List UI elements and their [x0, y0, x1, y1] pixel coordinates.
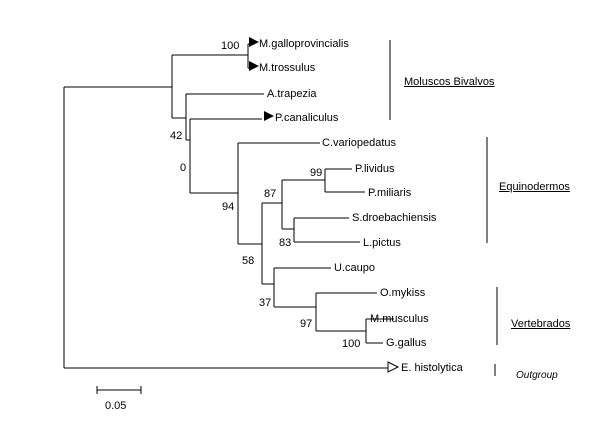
filled-triangle-marker-icon [249, 37, 259, 47]
filled-triangle-marker-icon [249, 61, 259, 71]
bootstrap-value: 42 [170, 130, 183, 142]
bootstrap-value: 58 [242, 255, 255, 267]
taxon-label-p-miliaris: P.miliaris [368, 187, 412, 199]
group-label-equinodermos: Equinodermos [499, 181, 570, 193]
taxon-label-m-galloprovincialis: M.galloprovincialis [259, 38, 349, 50]
open-triangle-marker-icon [387, 361, 400, 373]
taxon-label-p-lividus: P.lividus [355, 163, 395, 175]
taxon-label-m-musculus: M.musculus [370, 313, 429, 325]
bootstrap-value: 0 [180, 162, 187, 174]
bootstrap-value: 99 [310, 167, 323, 179]
bootstrap-value: 94 [222, 201, 235, 213]
tree-branches [63, 43, 394, 369]
bootstrap-value: 97 [300, 318, 313, 330]
scale-bar-label: 0.05 [105, 400, 127, 412]
taxon-label-a-trapezia: A.trapezia [267, 88, 317, 100]
filled-triangle-marker-icon [264, 111, 274, 121]
bootstrap-value: 87 [264, 188, 277, 200]
bootstrap-value: 100 [342, 338, 361, 350]
group-label-vertebrados: Vertebrados [511, 318, 571, 330]
group-label-moluscos-bivalvos: Moluscos Bivalvos [404, 76, 495, 88]
taxon-label-s-droebachiensis: S.droebachiensis [352, 212, 437, 224]
group-brackets [389, 40, 498, 376]
taxon-label-m-trossulus: M.trossulus [259, 62, 316, 74]
taxon-label-p-canaliculus: P.canaliculus [275, 112, 339, 124]
taxon-label-e-histolytica: E. histolytica [401, 362, 463, 374]
taxon-label-u-caupo: U.caupo [334, 262, 375, 274]
bootstrap-value: 100 [221, 40, 240, 52]
taxon-label-l-pictus: L.pictus [363, 237, 401, 249]
group-label-outgroup: Outgroup [516, 370, 558, 381]
bootstrap-value: 83 [279, 237, 292, 249]
taxon-label-c-variopedatus: C.variopedatus [322, 137, 396, 149]
bootstrap-value: 37 [259, 297, 272, 309]
taxon-label-g-gallus: G.gallus [386, 337, 427, 349]
taxon-label-o-mykiss: O.mykiss [380, 287, 426, 299]
scale-bar [96, 386, 142, 394]
